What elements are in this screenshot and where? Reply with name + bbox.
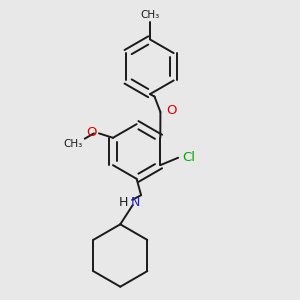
Text: CH₃: CH₃ — [140, 11, 160, 20]
Text: H: H — [118, 196, 128, 209]
Text: O: O — [86, 126, 97, 139]
Text: CH₃: CH₃ — [63, 139, 82, 149]
Text: N: N — [131, 196, 140, 209]
Text: O: O — [166, 104, 176, 117]
Text: Cl: Cl — [183, 151, 196, 164]
